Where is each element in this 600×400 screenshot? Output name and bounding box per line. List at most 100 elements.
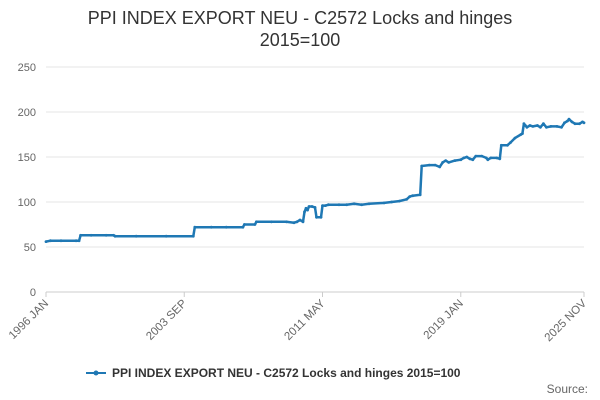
data-point[interactable] [77,239,81,243]
data-point[interactable] [337,203,341,207]
legend[interactable]: PPI INDEX EXPORT NEU - C2572 Locks and h… [86,366,461,380]
data-point[interactable] [489,156,493,160]
data-point[interactable] [134,234,138,238]
data-point[interactable] [397,199,401,203]
data-point[interactable] [253,223,257,226]
data-point[interactable] [578,122,581,126]
data-point[interactable] [164,234,168,238]
data-point[interactable] [506,143,509,147]
data-point[interactable] [499,143,503,147]
data-point[interactable] [352,202,356,206]
source-label: Source: [547,382,588,396]
data-point[interactable] [563,121,566,125]
data-point[interactable] [474,154,478,158]
chart-title-line-2: 2015=100 [260,30,341,50]
data-point[interactable] [528,124,532,127]
data-point[interactable] [315,215,318,219]
data-point[interactable] [255,220,258,224]
data-point[interactable] [468,157,472,161]
data-point[interactable] [345,203,348,207]
data-point[interactable] [310,205,314,208]
data-point[interactable] [367,202,371,206]
data-point[interactable] [224,225,228,229]
data-point[interactable] [462,156,466,160]
data-point[interactable] [49,239,52,243]
series-line-0[interactable] [45,117,585,243]
data-point[interactable] [582,121,586,125]
data-point[interactable] [427,163,431,167]
data-point[interactable] [59,239,63,243]
data-point[interactable] [471,158,475,162]
data-point[interactable] [301,220,305,224]
data-point[interactable] [292,221,296,225]
data-point[interactable] [555,125,559,128]
y-tick-label-0: 0 [30,287,36,299]
data-point[interactable] [270,220,273,224]
data-point[interactable] [433,163,437,167]
data-point[interactable] [480,154,484,158]
data-point[interactable] [303,210,306,214]
y-tick-label-50: 50 [24,242,36,254]
data-point[interactable] [420,164,424,168]
data-point[interactable] [536,124,539,127]
data-point[interactable] [313,206,317,209]
data-point[interactable] [438,165,442,169]
data-point[interactable] [327,203,330,207]
data-point[interactable] [113,234,117,238]
data-point[interactable] [390,200,393,204]
data-point[interactable] [560,125,563,129]
data-point[interactable] [570,120,574,124]
data-point[interactable] [486,158,490,162]
data-point[interactable] [513,136,517,140]
data-point[interactable] [542,122,545,126]
data-point[interactable] [539,125,542,129]
data-point[interactable] [321,204,324,208]
data-point[interactable] [549,125,553,128]
data-point[interactable] [441,161,445,164]
data-point[interactable] [191,234,195,238]
chart-title-line-1: PPI INDEX EXPORT NEU - C2572 Locks and h… [88,8,513,28]
data-point[interactable] [285,220,288,224]
x-tick-label-1: 2003 SEP [144,297,189,342]
data-point[interactable] [241,225,245,229]
data-point[interactable] [307,205,311,208]
data-point[interactable] [465,155,469,159]
y-tick-label-200: 200 [18,107,36,119]
legend-label[interactable]: PPI INDEX EXPORT NEU - C2572 Locks and h… [112,366,461,380]
grid [46,66,584,293]
data-point[interactable] [408,195,412,199]
data-point[interactable] [306,208,309,212]
data-point[interactable] [319,215,323,219]
data-point[interactable] [79,233,82,237]
data-point[interactable] [447,161,451,164]
data-point[interactable] [411,194,415,198]
y-tick-label-250: 250 [18,62,36,74]
data-point[interactable] [298,218,302,222]
data-point[interactable] [360,203,363,207]
data-point[interactable] [209,225,213,229]
data-point[interactable] [104,233,108,237]
data-point[interactable] [545,125,548,129]
data-point[interactable] [459,158,463,162]
data-point[interactable] [193,225,197,229]
data-point[interactable] [573,122,577,126]
data-point[interactable] [44,240,48,244]
data-point[interactable] [567,117,571,121]
data-point[interactable] [525,125,529,129]
data-point[interactable] [324,204,327,208]
x-tick-label-4: 2025 NOV [543,297,590,344]
data-point[interactable] [382,201,386,205]
data-point[interactable] [531,125,535,128]
data-point[interactable] [509,141,512,145]
data-point[interactable] [498,157,502,161]
data-point[interactable] [521,132,524,136]
data-point[interactable] [495,156,499,160]
data-point[interactable] [74,239,78,243]
data-point[interactable] [418,193,422,197]
data-point[interactable] [444,159,448,163]
data-point[interactable] [453,159,457,163]
data-point[interactable] [243,223,246,226]
data-point[interactable] [89,233,93,237]
data-point[interactable] [405,197,409,201]
data-point[interactable] [295,220,299,224]
